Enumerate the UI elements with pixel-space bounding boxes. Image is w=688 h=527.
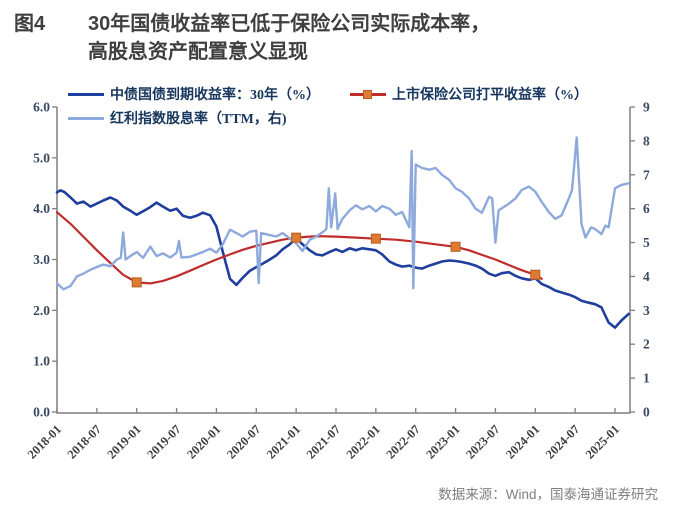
legend-row-1: 中债国债到期收益率：30年（%） 上市保险公司打平收益率（%） bbox=[68, 84, 588, 104]
legend-label-bond-yield: 中债国债到期收益率：30年（%） bbox=[110, 88, 320, 103]
svg-text:2024-01: 2024-01 bbox=[503, 422, 542, 461]
svg-text:7: 7 bbox=[643, 167, 650, 182]
figure-title-line1: 30年国债收益率已低于保险公司实际成本率， bbox=[88, 13, 491, 35]
svg-text:6: 6 bbox=[643, 201, 650, 216]
svg-text:0.0: 0.0 bbox=[33, 405, 50, 420]
svg-text:2022-07: 2022-07 bbox=[383, 422, 422, 461]
svg-text:2019-07: 2019-07 bbox=[144, 422, 183, 461]
svg-text:2.0: 2.0 bbox=[33, 303, 50, 318]
svg-text:5.0: 5.0 bbox=[33, 150, 50, 165]
legend-label-insurer-breakeven: 上市保险公司打平收益率（%） bbox=[392, 88, 588, 103]
svg-text:0: 0 bbox=[643, 405, 650, 420]
svg-text:2023-01: 2023-01 bbox=[423, 422, 462, 461]
legend-item-bond-yield: 中债国债到期收益率：30年（%） bbox=[68, 84, 320, 104]
svg-text:2021-07: 2021-07 bbox=[304, 422, 343, 461]
insurer-breakeven-marker bbox=[530, 269, 541, 280]
svg-text:2023-07: 2023-07 bbox=[463, 422, 502, 461]
figure-title: 30年国债收益率已低于保险公司实际成本率， 高股息资产配置意义显现 bbox=[88, 10, 490, 66]
svg-text:6.0: 6.0 bbox=[33, 100, 50, 115]
legend-row-2: 红利指数股息率（TTM，右) bbox=[68, 108, 588, 128]
svg-text:2019-01: 2019-01 bbox=[104, 422, 143, 461]
navy-line-swatch-icon bbox=[68, 90, 104, 99]
svg-text:2: 2 bbox=[643, 337, 650, 352]
svg-text:2024-07: 2024-07 bbox=[543, 422, 582, 461]
svg-text:3: 3 bbox=[643, 303, 650, 318]
figure-number-label: 图4 bbox=[14, 13, 46, 35]
svg-text:2020-07: 2020-07 bbox=[224, 422, 263, 461]
svg-text:4: 4 bbox=[643, 269, 650, 284]
svg-text:8: 8 bbox=[643, 133, 650, 148]
svg-text:1.0: 1.0 bbox=[33, 354, 50, 369]
legend-item-dividend-yield: 红利指数股息率（TTM，右) bbox=[68, 108, 287, 128]
chart-legend: 中债国债到期收益率：30年（%） 上市保险公司打平收益率（%） 红利指数股息率（… bbox=[68, 84, 588, 128]
svg-text:2025-01: 2025-01 bbox=[583, 422, 622, 461]
svg-text:3.0: 3.0 bbox=[33, 252, 50, 267]
insurer-breakeven-marker bbox=[370, 233, 381, 244]
svg-text:2021-01: 2021-01 bbox=[264, 422, 303, 461]
svg-text:2022-01: 2022-01 bbox=[344, 422, 383, 461]
svg-text:4.0: 4.0 bbox=[33, 201, 50, 216]
lightblue-line-swatch-icon bbox=[68, 114, 104, 123]
insurer-breakeven-marker bbox=[291, 232, 302, 243]
data-source-note: 数据来源：Wind，国泰海通证券研究 bbox=[438, 487, 658, 502]
red-line-square-swatch-icon bbox=[350, 89, 386, 99]
figure-title-row: 图4 30年国债收益率已低于保险公司实际成本率， 高股息资产配置意义显现 bbox=[14, 10, 674, 66]
legend-label-dividend-yield: 红利指数股息率（TTM，右) bbox=[110, 112, 287, 127]
insurer-breakeven-marker bbox=[450, 241, 461, 252]
svg-text:2018-01: 2018-01 bbox=[25, 422, 64, 461]
svg-text:5: 5 bbox=[643, 235, 650, 250]
figure-title-line2: 高股息资产配置意义显现 bbox=[88, 41, 308, 63]
svg-text:1: 1 bbox=[643, 371, 650, 386]
svg-text:2020-01: 2020-01 bbox=[184, 422, 223, 461]
svg-text:9: 9 bbox=[643, 100, 650, 115]
insurer-breakeven-marker bbox=[131, 277, 142, 288]
svg-text:2018-07: 2018-07 bbox=[65, 422, 104, 461]
legend-item-insurer-breakeven: 上市保险公司打平收益率（%） bbox=[350, 84, 588, 104]
